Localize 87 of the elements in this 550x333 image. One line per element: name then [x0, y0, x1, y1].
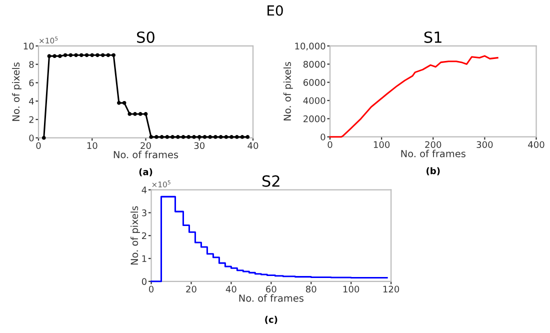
point: [138, 112, 142, 116]
point: [84, 53, 89, 58]
x-tick-label: 400: [528, 141, 544, 148]
point: [144, 112, 148, 116]
y-tick-label: 2: [142, 232, 146, 240]
point: [112, 53, 116, 58]
point: [170, 135, 175, 139]
y-tick-label: 6: [29, 79, 34, 86]
point: [116, 100, 121, 105]
point: [106, 53, 110, 58]
point: [79, 53, 84, 58]
x-tick-label: 200: [425, 141, 442, 148]
point: [74, 53, 78, 58]
x-tick-label: 100: [343, 286, 360, 293]
x-axis-title: No. of frames: [239, 294, 304, 302]
point: [63, 53, 68, 58]
x-tick-label: 80: [306, 286, 316, 293]
x-tick-label: 30: [194, 142, 205, 150]
text: (a): [139, 168, 152, 176]
x-tick-label: 20: [186, 286, 196, 293]
point: [246, 135, 250, 139]
x-tick-label: 120: [383, 286, 400, 293]
point: [230, 135, 234, 139]
point: [202, 135, 207, 139]
point: [218, 135, 223, 139]
x-tick-label: 40: [226, 286, 236, 293]
y-tick-label: 3: [142, 209, 146, 216]
y-axis-title: No. of pixels: [130, 206, 140, 265]
x-tick-label: 20: [140, 142, 151, 150]
point: [176, 135, 180, 139]
y-tick-label: 6000: [303, 79, 326, 86]
point: [165, 135, 170, 139]
point: [197, 135, 202, 139]
x-tick-label: 0: [36, 142, 41, 150]
y-axis-title: No. of pixels: [12, 62, 22, 121]
y-tick-label: 8: [29, 61, 34, 68]
point: [234, 135, 239, 139]
x-tick-label: 300: [476, 141, 493, 148]
x-tick-label: 0: [148, 286, 154, 293]
y-tick-label: 10: [24, 42, 34, 50]
x-tick-label: 10: [87, 142, 98, 150]
point: [154, 135, 158, 139]
point: [90, 53, 94, 58]
point: [100, 53, 105, 58]
y-axis-title: No. of pixels: [283, 62, 293, 120]
y-tick-label: 0: [29, 134, 34, 142]
text: (c): [265, 316, 278, 324]
x-tick-label: 40: [248, 142, 258, 150]
y-tick-label: 2: [29, 116, 34, 123]
chart-title: S2: [262, 175, 280, 187]
point: [192, 135, 196, 139]
x-axis-title: No. of frames: [114, 150, 178, 158]
point: [58, 54, 62, 58]
chart-title: S1: [424, 31, 442, 43]
y-tick-label: 1: [142, 255, 146, 262]
point: [214, 135, 218, 139]
point: [42, 136, 46, 140]
point: [128, 112, 132, 116]
y-tick-label: 4000: [303, 97, 326, 104]
x-tick-label: 60: [266, 286, 276, 293]
y-tick-label: 2000: [304, 115, 326, 122]
point: [96, 53, 100, 58]
y-tick-label: 0: [142, 278, 146, 285]
point: [208, 135, 212, 139]
x-tick-label: 0: [328, 141, 332, 148]
point: [47, 54, 52, 58]
y-tick-label: 4: [142, 186, 147, 194]
y-tick-label: 4: [29, 98, 34, 105]
point: [149, 135, 154, 139]
point: [160, 135, 164, 139]
x-axis-title: No. of frames: [401, 150, 466, 158]
chart-title: S0: [137, 31, 154, 43]
x-tick-label: 100: [374, 141, 390, 148]
point: [133, 112, 137, 116]
point: [186, 135, 191, 139]
y-tick-label: 8000: [303, 60, 326, 68]
y-tick-label: 10,000: [295, 42, 326, 50]
y-tick-label: 0: [320, 134, 326, 140]
point: [52, 54, 57, 58]
point: [68, 53, 73, 58]
text: (b): [426, 167, 440, 176]
point: [240, 135, 244, 139]
point: [122, 100, 126, 105]
point: [181, 135, 186, 139]
line-series: [329, 55, 498, 138]
text: E0: [268, 5, 283, 16]
point: [224, 135, 228, 139]
